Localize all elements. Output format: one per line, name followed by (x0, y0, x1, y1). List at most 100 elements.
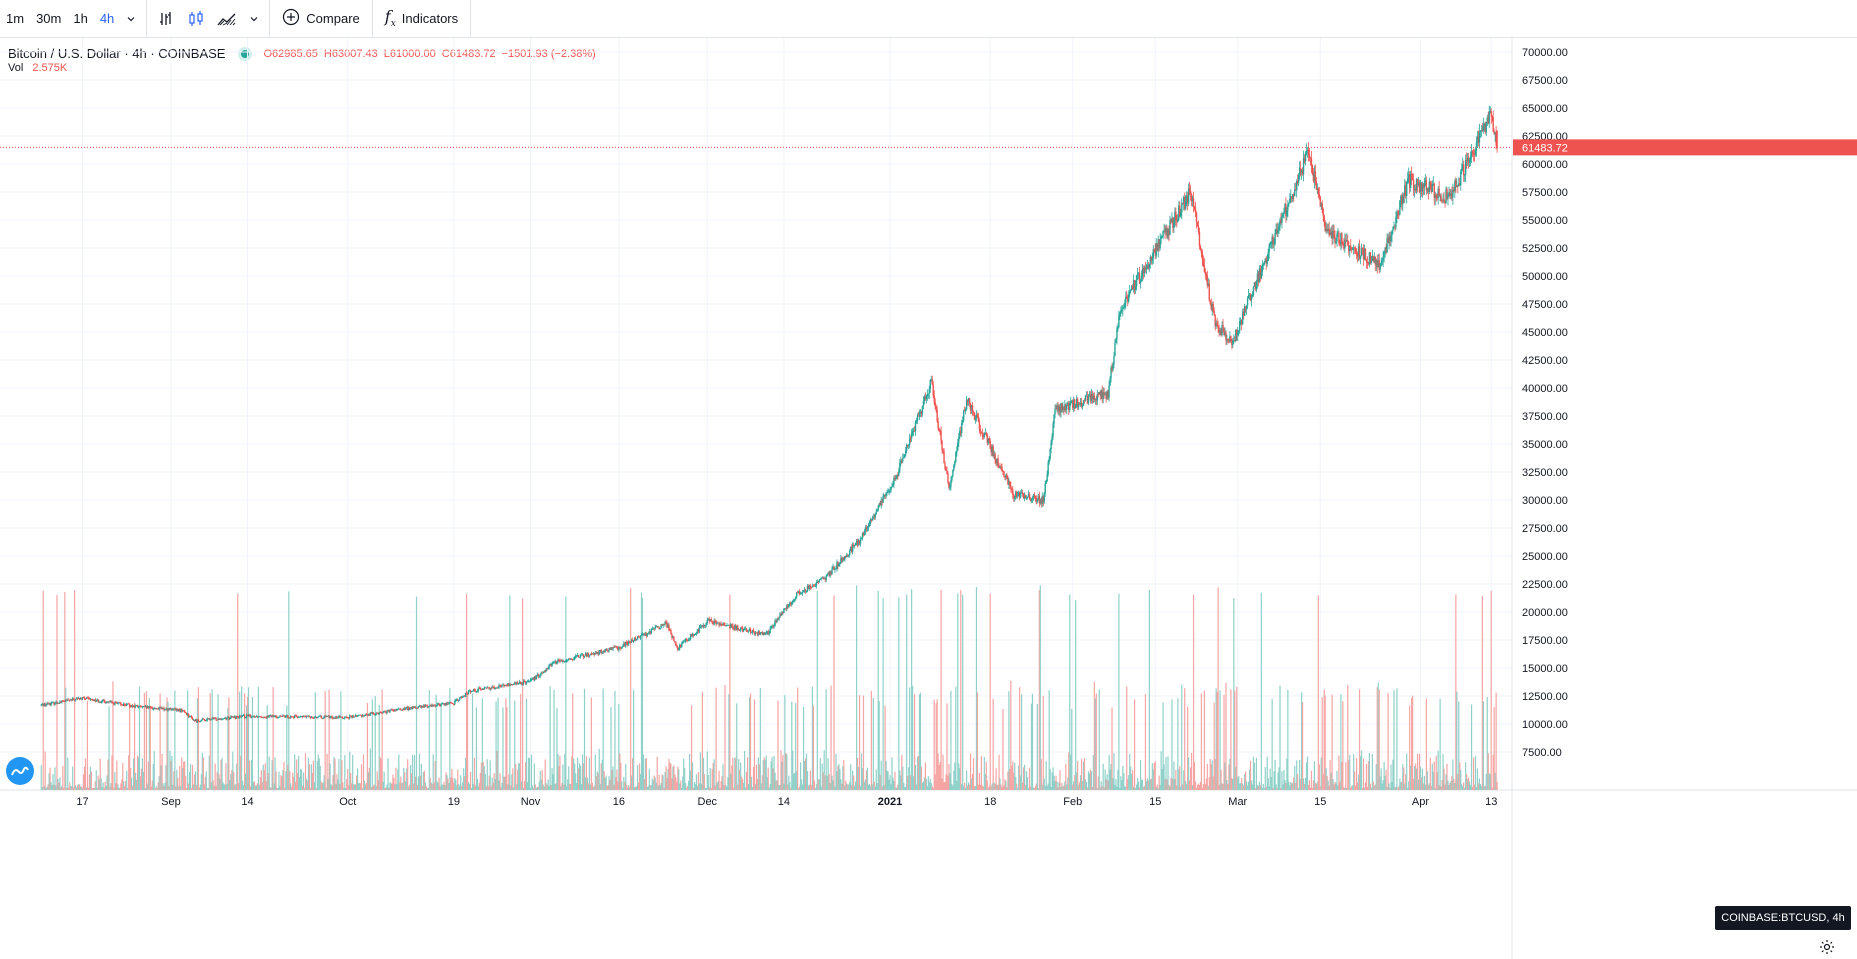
candle-body (662, 624, 664, 626)
volume-bar (1063, 785, 1065, 790)
candle-body (758, 631, 761, 635)
candle-body (806, 585, 809, 592)
volume-bar (619, 753, 621, 790)
candle-body (1338, 232, 1340, 244)
tradingview-logo-icon[interactable] (6, 757, 34, 785)
volume-bar (1252, 756, 1255, 790)
chevron-down-icon[interactable] (120, 0, 142, 38)
volume-bar (240, 755, 242, 790)
volume-bar (1469, 781, 1471, 790)
bar-chart-icon[interactable] (151, 0, 181, 38)
volume-bar (1076, 772, 1078, 790)
volume-bar (1007, 771, 1009, 790)
volume-bar (440, 704, 442, 790)
candle-body (307, 715, 310, 717)
candle-body (182, 710, 184, 712)
volume-bar (265, 781, 267, 790)
volume-bar (1366, 786, 1369, 790)
volume-bar (191, 764, 194, 790)
candle-body (486, 687, 488, 689)
timeframe-1m[interactable]: 1m (6, 10, 25, 26)
candle-body (424, 705, 427, 708)
candle-body (405, 707, 408, 709)
candles-icon[interactable] (181, 0, 211, 38)
volume-bar (53, 784, 55, 790)
volume-bar (258, 784, 260, 790)
volume-bar (1255, 757, 1258, 790)
candle-body (509, 683, 511, 687)
volume-bar (108, 706, 110, 790)
candle-body (735, 624, 737, 630)
volume-bar (515, 763, 517, 790)
candle-body (665, 621, 667, 623)
candle-body (240, 715, 243, 717)
volume-bar (832, 780, 834, 790)
candle-body (159, 707, 161, 709)
candle-body (791, 601, 793, 605)
gear-icon[interactable] (1817, 937, 1837, 957)
volume-bar (133, 702, 136, 790)
volume-bar (377, 780, 379, 790)
candle-body (156, 708, 158, 710)
volume-bar (447, 778, 449, 790)
volume-bar (395, 767, 397, 790)
candle-body (100, 702, 102, 703)
volume-bar (348, 785, 350, 790)
candle-body (927, 393, 930, 395)
volume-bar (1108, 754, 1110, 790)
candle-body (728, 624, 730, 626)
candle-body (1240, 320, 1243, 325)
timeframe-1h[interactable]: 1h (73, 10, 88, 26)
candle-body (433, 705, 435, 707)
volume-bar (159, 693, 161, 790)
candle-body (1174, 211, 1176, 221)
volume-bar (165, 764, 167, 790)
candle-body (852, 544, 855, 546)
area-chart-icon[interactable] (211, 0, 243, 38)
price-chart[interactable]: 70000.0067500.0065000.0062500.0060000.00… (0, 38, 1857, 959)
volume-bar (199, 784, 201, 790)
x-tick-label: Apr (1412, 796, 1429, 808)
candle-body (1472, 153, 1475, 155)
volume-bar (760, 783, 762, 790)
volume-bar (302, 772, 305, 790)
volume-bar (328, 689, 330, 790)
chevron-down-icon[interactable] (243, 0, 265, 38)
x-tick-label: 17 (76, 796, 88, 808)
volume-bar (254, 785, 257, 790)
volume-bar (393, 778, 395, 790)
volume-bar (633, 690, 635, 790)
candle-body (170, 708, 172, 710)
volume-bar (1365, 763, 1368, 790)
volume-bar (1130, 766, 1132, 790)
compare-button[interactable]: Compare (274, 0, 367, 38)
candle-body (505, 685, 507, 686)
volume-bar (1211, 760, 1213, 790)
volume-bar (1271, 698, 1273, 790)
volume-bar (855, 781, 857, 790)
candle-body (701, 625, 704, 627)
volume-bar (1309, 787, 1312, 790)
candle-body (967, 398, 970, 402)
volume-bar (1334, 782, 1336, 790)
volume-bar (130, 767, 132, 790)
candle-body (136, 705, 139, 708)
volume-bar (216, 772, 218, 790)
candle-body (1368, 252, 1371, 264)
candle-body (106, 701, 108, 703)
candle-body (1138, 272, 1141, 284)
volume-bar (820, 786, 822, 790)
candle-body (679, 644, 681, 649)
timeframe-4h[interactable]: 4h (99, 10, 115, 26)
candle-body (863, 531, 866, 536)
candle-body (278, 716, 280, 718)
candle-body (1085, 395, 1088, 397)
timeframe-30m[interactable]: 30m (36, 10, 62, 26)
volume-bar (873, 781, 875, 790)
volume-bar (614, 690, 616, 790)
candle-body (1307, 149, 1310, 155)
indicators-button[interactable]: fx Indicators (377, 0, 466, 38)
candle-body (98, 701, 100, 703)
candle-body (520, 683, 523, 685)
candle-body (129, 706, 132, 708)
